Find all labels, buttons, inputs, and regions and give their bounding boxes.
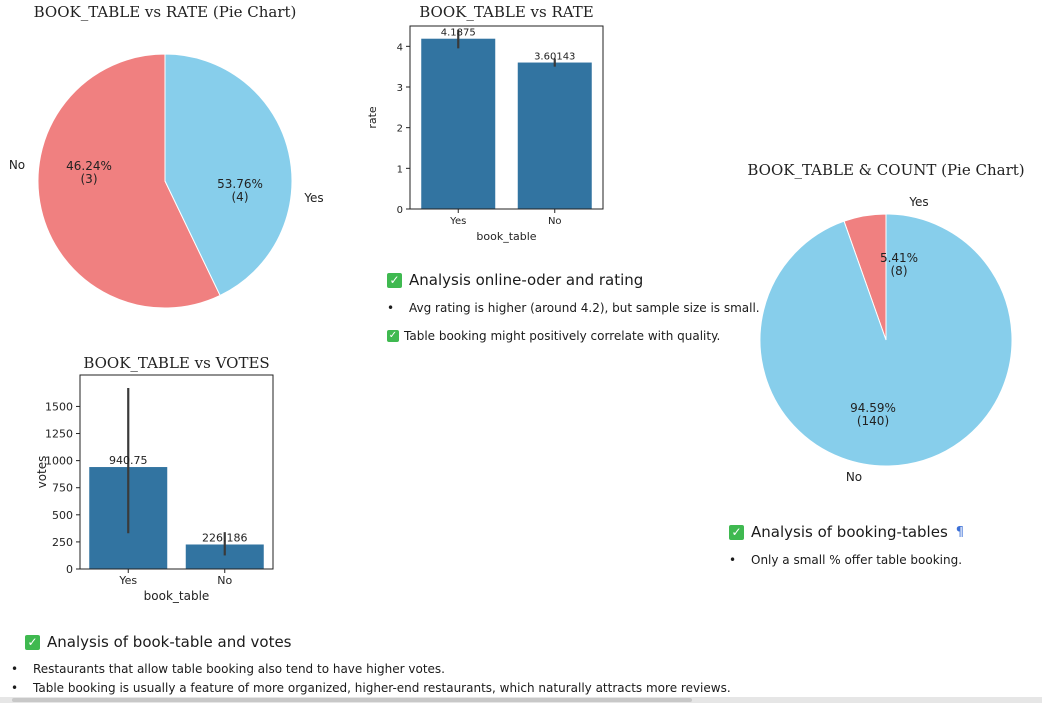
- bar_votes-title: BOOK_TABLE vs VOTES: [83, 354, 269, 372]
- pie_rate-label-no: No: [9, 158, 25, 172]
- bar_votes-ytick-label: 250: [52, 536, 73, 549]
- pie_rate-pct-no: 46.24%: [66, 159, 112, 173]
- rating-analysis-check-line: Table booking might positively correlate…: [404, 329, 721, 343]
- bar_rate-xlabel: book_table: [476, 230, 536, 243]
- bar_votes-ytick-label: 750: [52, 482, 73, 495]
- booking-analysis-bullet: Only a small % offer table booking.: [751, 553, 963, 567]
- bullet-icon: •: [11, 662, 19, 676]
- rating-analysis-heading: Analysis online-oder and rating: [409, 271, 644, 289]
- pie_count-label-no: No: [846, 470, 862, 484]
- bar_votes-ytick-label: 1250: [45, 428, 73, 441]
- bar_rate-bar-yes: [421, 38, 496, 210]
- bar_votes-ylabel: votes: [35, 456, 49, 489]
- bar_votes-ytick-label: 500: [52, 509, 73, 522]
- bar_votes-ytick-label: 0: [66, 563, 73, 576]
- pie_count-slice-no: [759, 213, 1013, 467]
- pie_count-count-yes: (8): [891, 264, 908, 278]
- check-icon: ✓: [729, 524, 744, 540]
- bar_rate-ylabel: rate: [366, 106, 379, 129]
- rating-analysis-note: ✓ Analysis online-oder and rating • Avg ra…: [387, 271, 760, 343]
- votes-analysis-bullet-2: Table booking is usually a feature of mo…: [33, 681, 731, 695]
- booking-analysis-heading: Analysis of booking-tables: [751, 523, 948, 541]
- scrollbar-thumb[interactable]: [12, 698, 692, 702]
- bar_rate-ytick-label: 2: [397, 124, 403, 135]
- bar_votes-xtick-label-no: No: [217, 574, 232, 587]
- bar_rate-xtick-label-no: No: [548, 216, 562, 227]
- votes-analysis-note: ✓ Analysis of book-table and votes • Resta…: [11, 633, 731, 695]
- pie_count-label-yes: Yes: [908, 195, 928, 209]
- bar_rate-ytick-label: 3: [397, 83, 403, 94]
- pie_rate-slice-yes: [37, 53, 221, 309]
- pie_count-pct-yes: 5.41%: [880, 251, 918, 265]
- pie_count-count-no: (140): [857, 414, 889, 428]
- pie_count-title: BOOK_TABLE & COUNT (Pie Chart): [747, 161, 1024, 179]
- bar_rate-axes-frame: [409, 25, 604, 210]
- bar_votes-value-label-no: 226.186: [202, 531, 248, 544]
- bullet-icon: •: [11, 681, 19, 695]
- bar_rate-ytick-label: 0: [397, 205, 403, 216]
- bar_rate-xtick-label-yes: Yes: [449, 216, 466, 227]
- pie_count-pct-no: 94.59%: [850, 401, 896, 415]
- bar_votes-value-label-yes: 940.75: [109, 454, 148, 467]
- pilcrow-link[interactable]: ¶: [955, 524, 965, 540]
- bullet-icon: •: [729, 553, 737, 567]
- check-icon: ✓: [387, 272, 402, 288]
- votes-analysis-heading: Analysis of book-table and votes: [47, 633, 292, 651]
- rating-analysis-bullet: Avg rating is higher (around 4.2), but s…: [409, 301, 760, 315]
- horizontal-scrollbar[interactable]: [0, 697, 1042, 703]
- bar_votes-xlabel: book_table: [144, 589, 210, 603]
- bar_rate-value-label-no: 3.60143: [534, 52, 575, 63]
- bar_rate-ytick-label: 4: [397, 42, 403, 53]
- bar_rate-ytick-label: 1: [397, 164, 403, 175]
- bar_votes-ytick-label: 1500: [45, 400, 73, 413]
- pie_rate-title: BOOK_TABLE vs RATE (Pie Chart): [34, 3, 297, 21]
- pie_rate-count-yes: (4): [232, 190, 249, 204]
- bullet-icon: •: [387, 301, 395, 315]
- check-icon: ✓: [25, 634, 40, 650]
- bar_rate-value-label-yes: 4.1875: [441, 28, 476, 39]
- check-icon: ✓: [387, 330, 399, 342]
- pie_rate-pct-yes: 53.76%: [217, 177, 263, 191]
- pie_rate-count-no: (3): [81, 172, 98, 186]
- pie_rate-label-yes: Yes: [303, 191, 323, 205]
- bar_rate-bar-no: [517, 62, 592, 210]
- bar_rate-title: BOOK_TABLE vs RATE: [419, 3, 594, 21]
- bar_votes-ytick-label: 1000: [45, 455, 73, 468]
- pie_rate-slice-no: [164, 53, 293, 297]
- bar_votes-axes-frame: [79, 374, 274, 570]
- booking-analysis-note: ✓ Analysis of booking-tables ¶ • Only a sma…: [729, 523, 964, 567]
- bar_votes-xtick-label-yes: Yes: [118, 574, 137, 587]
- votes-analysis-bullet-1: Restaurants that allow table booking als…: [33, 662, 445, 676]
